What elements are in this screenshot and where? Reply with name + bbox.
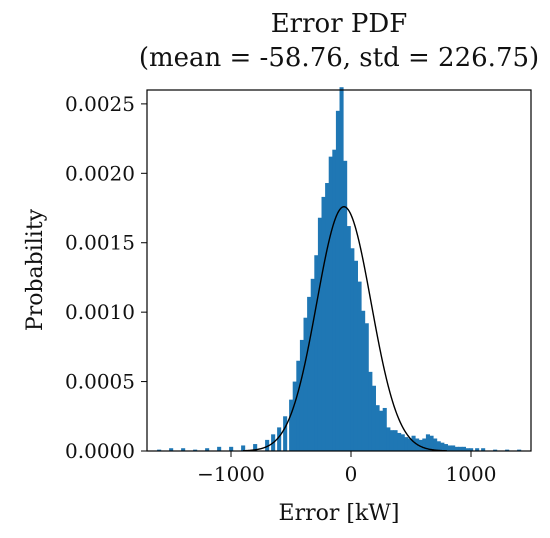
histogram-bar (400, 434, 405, 451)
x-axis: −1000 0 1000 (197, 451, 496, 486)
histogram-bar (407, 438, 412, 451)
histogram-bar (422, 438, 427, 451)
histogram-bar (335, 110, 340, 451)
histogram-bar (193, 449, 198, 451)
y-tick-label: 0.0010 (65, 300, 135, 324)
histogram-bar (481, 448, 486, 451)
histogram-bar (379, 410, 384, 451)
histogram-bar (458, 446, 463, 451)
histogram-bar (277, 427, 282, 451)
x-tick-label: 1000 (446, 462, 497, 486)
histogram-bar (265, 439, 270, 451)
x-tick-label: 0 (345, 462, 358, 486)
histogram-bar (418, 439, 423, 451)
histogram-bar (389, 430, 394, 451)
histogram-bar (310, 278, 315, 451)
histogram-bar (469, 448, 474, 451)
histogram-bar (181, 448, 186, 451)
histogram-bar (169, 448, 174, 451)
histogram-bar (505, 449, 510, 451)
histogram-bar (229, 446, 234, 451)
histogram-bar (425, 434, 430, 451)
y-tick-label: 0.0025 (65, 92, 135, 116)
histogram-bar (283, 416, 288, 451)
histogram-bar (371, 385, 376, 451)
histogram-bar (292, 381, 297, 451)
histogram-bar (253, 444, 258, 451)
plot-frame (146, 89, 532, 452)
histogram-bar (157, 449, 162, 451)
histogram-bar (517, 449, 522, 451)
histogram-bar (364, 323, 369, 451)
y-tick-label: 0.0005 (65, 370, 135, 394)
histogram-bar (328, 156, 333, 451)
histogram-bar (353, 260, 358, 451)
histogram-bar (375, 405, 380, 451)
histogram-bar (433, 438, 438, 451)
histogram-bar (440, 442, 445, 451)
histogram-bar (343, 160, 348, 451)
histogram-bar (217, 446, 222, 451)
histogram-bar (317, 217, 322, 451)
histogram-bar (205, 448, 210, 451)
y-tick-label: 0.0000 (65, 439, 135, 463)
histogram-bar (493, 449, 498, 451)
histogram-bar (303, 317, 308, 451)
histogram-bar (436, 441, 441, 451)
x-axis-label: Error [kW] (279, 501, 400, 526)
histogram-bar (321, 196, 326, 451)
histogram-bar (382, 407, 387, 451)
chart-title: Error PDF (271, 9, 408, 39)
histogram-bar (346, 226, 351, 451)
chart-subtitle: (mean = -58.76, std = 226.75) (139, 43, 539, 73)
histogram-bar (404, 437, 409, 451)
histogram-bar (314, 255, 319, 451)
y-axis-label: Probability (23, 208, 48, 331)
y-axis: 0.0000 0.0005 0.0010 0.0015 0.0020 0.0025 (65, 92, 147, 463)
y-tick-label: 0.0020 (65, 161, 135, 185)
histogram-bar (386, 427, 391, 451)
histogram-bar (451, 445, 456, 451)
histogram-bar (397, 432, 402, 451)
histogram-bar (393, 430, 398, 451)
histogram-bar (454, 446, 459, 451)
plot-area (146, 87, 532, 452)
histogram-bar (241, 445, 246, 451)
histogram-bar (307, 296, 312, 451)
histogram-bar (350, 248, 355, 451)
histogram-bars (157, 87, 522, 451)
histogram-bar (443, 444, 448, 451)
histogram-bar (368, 371, 373, 451)
histogram-bar (296, 360, 301, 451)
x-tick-label: −1000 (197, 462, 265, 486)
histogram-bar (465, 448, 470, 451)
histogram-bar (361, 310, 366, 451)
histogram-bar (289, 399, 294, 451)
histogram-bar (332, 149, 337, 451)
histogram-bar (411, 435, 416, 451)
histogram-bar (357, 281, 362, 451)
y-tick-label: 0.0015 (65, 231, 135, 255)
histogram-bar (339, 87, 344, 451)
histogram-bar (475, 448, 480, 451)
histogram-bar (429, 435, 434, 451)
normal-fit-curve (242, 206, 448, 452)
histogram-bar (461, 446, 466, 451)
histogram-bar (299, 339, 304, 451)
histogram-bar (447, 445, 452, 451)
histogram-bar (325, 183, 330, 451)
